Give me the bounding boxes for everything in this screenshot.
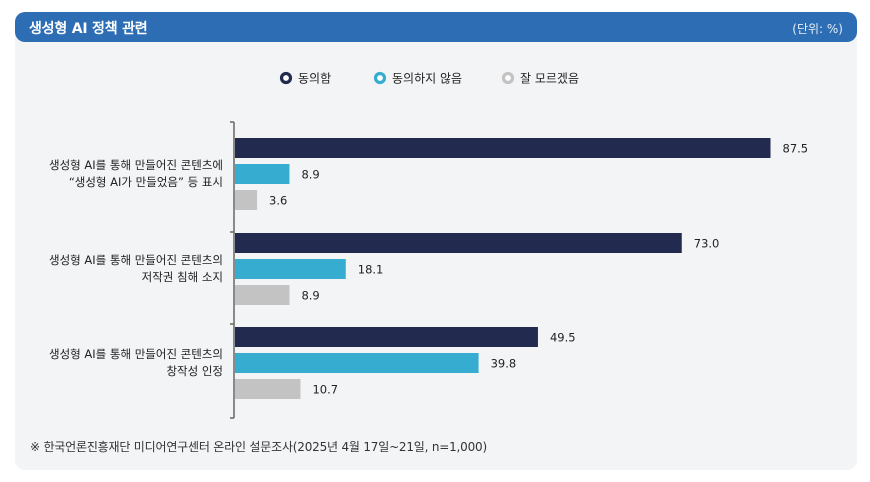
category-label-line: 저작권 침해 소지 bbox=[142, 270, 223, 284]
category-label-line: 생성형 AI를 통해 만들어진 콘텐츠에 bbox=[49, 158, 223, 172]
bar-3-1 bbox=[235, 327, 538, 347]
legend-item-2: 동의하지 않음 bbox=[373, 71, 462, 86]
category-label-line: 생성형 AI를 통해 만들어진 콘텐츠의 bbox=[49, 347, 223, 361]
value-label-3-2: 39.8 bbox=[491, 357, 517, 371]
bar-3-3 bbox=[235, 379, 301, 399]
bar-2-1 bbox=[235, 233, 682, 253]
value-label-3-1: 49.5 bbox=[550, 331, 576, 345]
category-label-1: 생성형 AI를 통해 만들어진 콘텐츠에 “생성형 AI가 만들었음” 등 표시 bbox=[49, 158, 223, 189]
legend-marker-3 bbox=[501, 71, 515, 85]
bar-3-2 bbox=[235, 353, 479, 373]
bar-1-2 bbox=[235, 164, 290, 184]
legend-marker-1 bbox=[279, 71, 293, 85]
category-label-line: 생성형 AI를 통해 만들어진 콘텐츠의 bbox=[49, 253, 223, 267]
value-label-3-3: 10.7 bbox=[312, 383, 338, 397]
bar-1-1 bbox=[235, 138, 771, 158]
bar-1-3 bbox=[235, 190, 258, 210]
category-label-line: “생성형 AI가 만들었음” 등 표시 bbox=[69, 175, 223, 189]
legend-item-3: 잘 모르겠음 bbox=[501, 71, 579, 86]
bar-2-2 bbox=[235, 259, 346, 279]
value-label-2-3: 8.9 bbox=[301, 289, 319, 303]
legend-marker-2 bbox=[373, 71, 387, 85]
value-label-1-1: 87.5 bbox=[783, 142, 809, 156]
chart-title: 생성형 AI 정책 관련 bbox=[29, 21, 148, 37]
value-label-1-3: 3.6 bbox=[269, 194, 287, 208]
legend-label-3: 잘 모르겠음 bbox=[520, 72, 579, 86]
bar-2-3 bbox=[235, 285, 290, 305]
source-footnote: ※ 한국언론진흥재단 미디어연구센터 온라인 설문조사(2025년 4월 17일… bbox=[30, 440, 487, 454]
unit-label: (단위: %) bbox=[792, 22, 843, 36]
category-label-line: 창작성 인정 bbox=[166, 364, 223, 378]
legend-item-1: 동의함 bbox=[279, 71, 331, 86]
value-label-1-2: 8.9 bbox=[301, 168, 319, 182]
value-label-2-1: 73.0 bbox=[694, 237, 720, 251]
chart-header: 생성형 AI 정책 관련 (단위: %) bbox=[15, 12, 857, 42]
legend-label-2: 동의하지 않음 bbox=[392, 72, 462, 86]
legend-label-1: 동의함 bbox=[298, 72, 331, 86]
value-label-2-2: 18.1 bbox=[358, 263, 384, 277]
